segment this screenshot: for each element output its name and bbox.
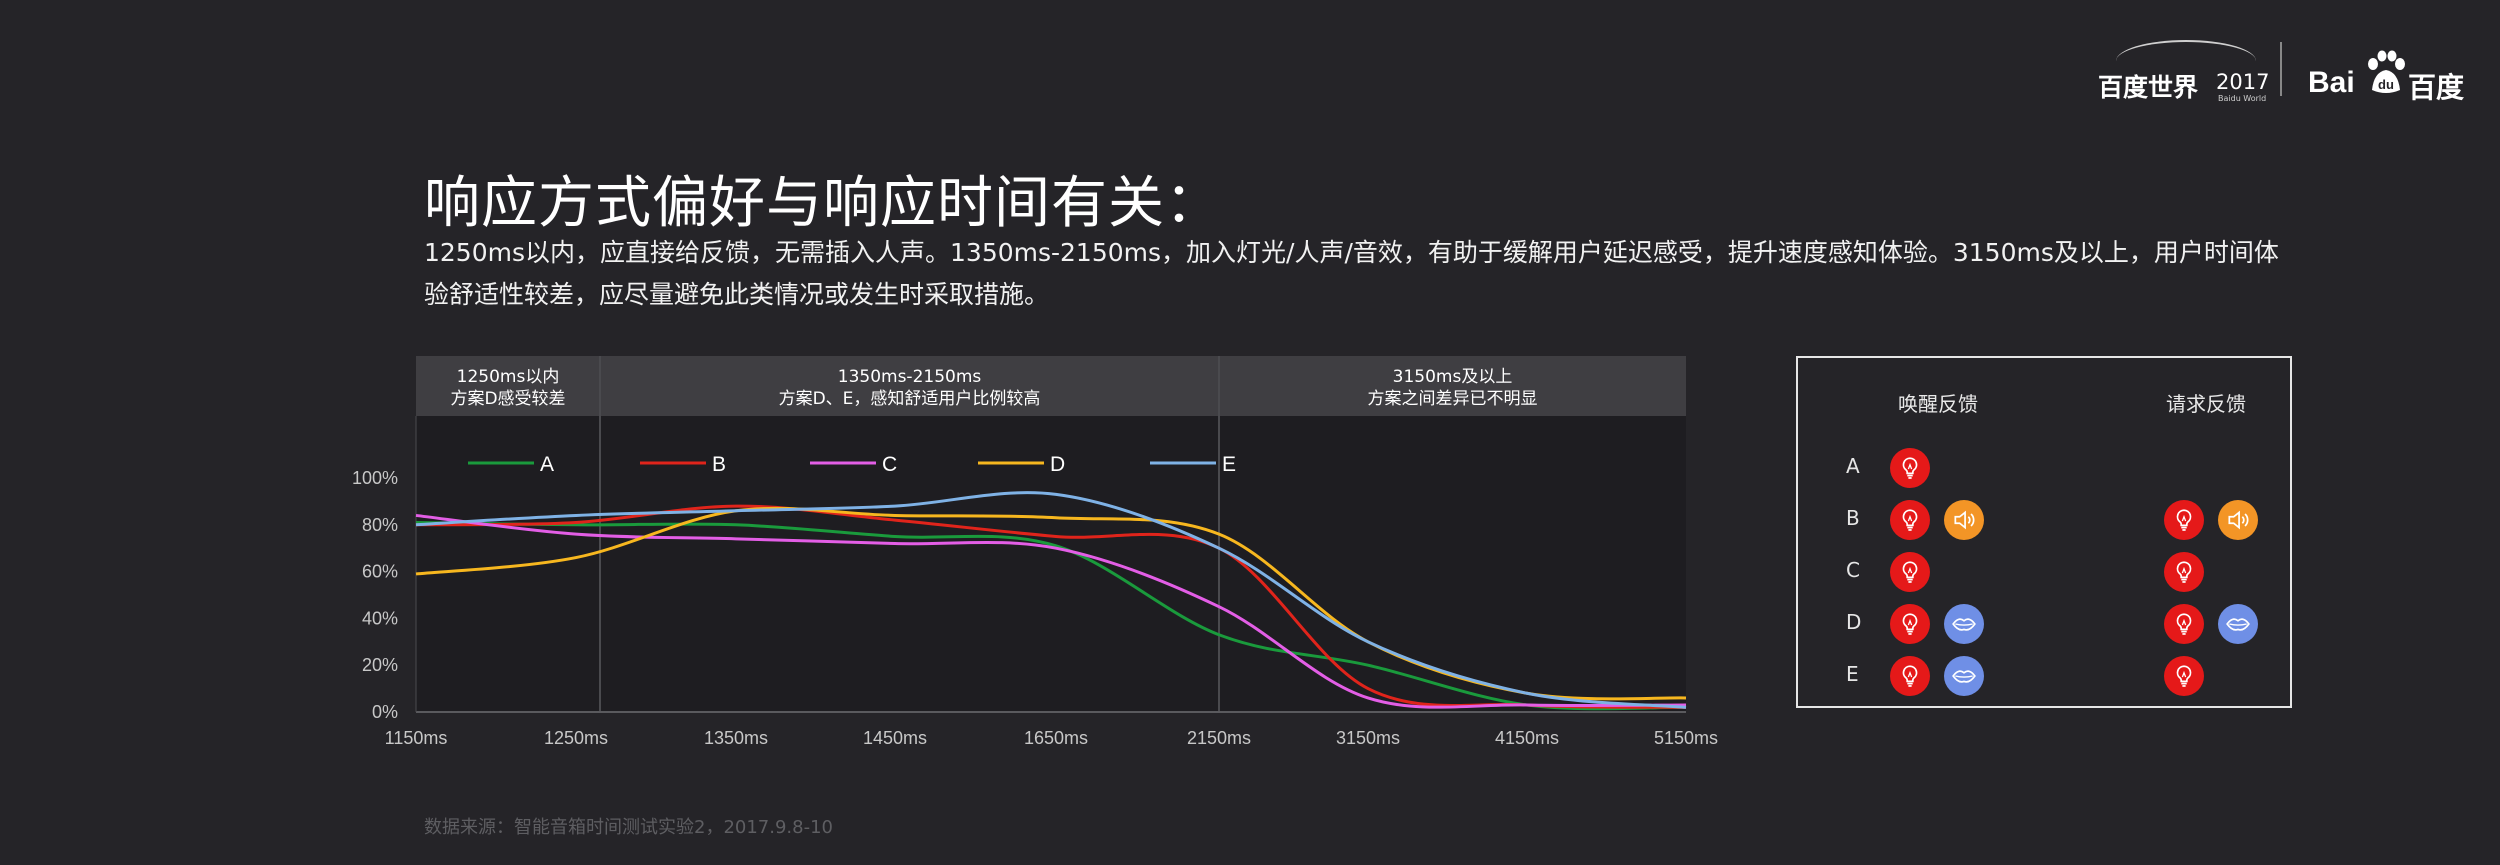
- legend-label-d: D: [1050, 453, 1065, 476]
- feedback-row-label: B: [1846, 506, 1860, 530]
- bulb-icon: [2164, 552, 2204, 592]
- logo-baidu-world-text: 百度世界: [2098, 73, 2199, 102]
- bulb-icon: [1890, 604, 1930, 644]
- section-header-bg: [1219, 356, 1686, 416]
- speaker-icon: [2218, 500, 2258, 540]
- feedback-row-label: C: [1846, 558, 1860, 582]
- section-header-line2: 方案之间差异已不明显: [1368, 389, 1538, 409]
- bulb-icon: [2164, 604, 2204, 644]
- x-tick-label: 1350ms: [704, 728, 768, 748]
- x-tick-label: 3150ms: [1336, 728, 1400, 748]
- logo-divider: [2280, 42, 2282, 96]
- baidu-logo: Bai du 百度: [2308, 48, 2468, 104]
- x-tick-label: 1650ms: [1024, 728, 1088, 748]
- x-tick-label: 5150ms: [1654, 728, 1718, 748]
- logo-arc: [2116, 40, 2256, 82]
- wake-feedback-header: 唤醒反馈: [1898, 392, 1978, 416]
- y-tick-label: 0%: [372, 702, 398, 722]
- feedback-row-label: A: [1846, 454, 1860, 478]
- x-tick-label: 1150ms: [385, 728, 448, 748]
- x-tick-label: 4150ms: [1495, 728, 1559, 748]
- series-line-e: [415, 491, 1687, 709]
- request-feedback-header: 请求反馈: [2166, 392, 2246, 416]
- feedback-row-label: D: [1846, 610, 1862, 634]
- svg-text:du: du: [2378, 77, 2394, 92]
- series-line-c: [415, 513, 1687, 709]
- logo-year: 2017: [2216, 70, 2270, 94]
- bulb-icon: [1890, 448, 1930, 488]
- x-tick-label: 2150ms: [1187, 728, 1251, 748]
- y-tick-label: 60%: [362, 562, 398, 582]
- y-tick-label: 20%: [362, 655, 398, 675]
- legend-label-e: E: [1222, 453, 1236, 476]
- bulb-icon: [1890, 656, 1930, 696]
- x-tick-label: 1250ms: [544, 728, 608, 748]
- legend-label-c: C: [882, 453, 897, 476]
- section-header-line1: 1350ms-2150ms: [838, 367, 982, 387]
- x-tick-label: 1450ms: [863, 728, 927, 748]
- legend-label-a: A: [540, 453, 554, 476]
- logo-subtext: Baidu World: [2218, 94, 2267, 103]
- bulb-icon: [1890, 500, 1930, 540]
- speaker-icon: [1944, 500, 1984, 540]
- lips-icon: [2218, 604, 2258, 644]
- logo-bai-text: Bai: [2308, 66, 2355, 99]
- y-tick-label: 80%: [362, 515, 398, 535]
- section-header-bg: [416, 356, 600, 416]
- bulb-icon: [2164, 656, 2204, 696]
- section-header-line1: 3150ms及以上: [1393, 367, 1513, 387]
- page-subtitle: 1250ms以内，应直接给反馈，无需插入人声。1350ms-2150ms，加入灯…: [424, 238, 2279, 309]
- plot-area: [416, 416, 1686, 712]
- bulb-icon: [1890, 552, 1930, 592]
- data-source: 数据来源：智能音箱时间测试实验2，2017.9.8-10: [424, 817, 834, 838]
- lips-icon: [1944, 604, 1984, 644]
- logo-baidu-cn-text: 百度: [2408, 71, 2465, 104]
- y-tick-label: 40%: [362, 608, 398, 628]
- legend-label-b: B: [712, 453, 726, 476]
- section-header-line2: 方案D、E，感知舒适用户比例较高: [779, 389, 1041, 409]
- baidu-world-logo: 百度世界 2017 Baidu World: [2098, 38, 2269, 103]
- section-header-line2: 方案D感受较差: [450, 389, 565, 409]
- bulb-icon: [2164, 500, 2204, 540]
- lips-icon: [1944, 656, 1984, 696]
- section-header-line1: 1250ms以内: [457, 367, 560, 387]
- feedback-row-label: E: [1846, 662, 1859, 686]
- y-tick-label: 100%: [352, 468, 398, 488]
- section-header-bg: [600, 356, 1219, 416]
- feedback-panel: 唤醒反馈 请求反馈 A B C D E: [1796, 356, 2292, 708]
- paw-icon: du: [2368, 50, 2405, 93]
- page-title: 响应方式偏好与响应时间有关：: [424, 171, 1222, 236]
